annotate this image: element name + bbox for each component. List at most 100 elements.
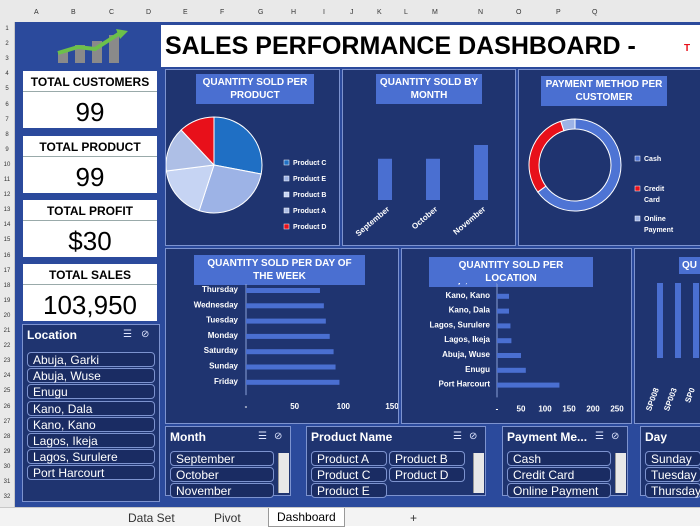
bar[interactable] — [246, 349, 334, 355]
column-letter[interactable]: F — [220, 9, 225, 16]
bar[interactable] — [246, 303, 324, 309]
row-number[interactable]: 29 — [3, 448, 11, 455]
panel-quantity-by-month[interactable]: QUANTITY SOLD BY MONTH September October N… — [342, 69, 516, 246]
slicer-scrollbar[interactable] — [278, 453, 289, 493]
slicer-item[interactable]: Credit Card — [507, 467, 611, 482]
slicer-scrollbar[interactable] — [473, 453, 484, 493]
tab-data-set[interactable]: Data Set — [128, 511, 175, 525]
pie-slice[interactable] — [560, 118, 576, 132]
slicer-item[interactable]: Product D — [389, 467, 465, 482]
row-number[interactable]: 15 — [3, 237, 11, 244]
multi-select-icon[interactable]: ☰ — [123, 329, 132, 340]
slicer-item[interactable]: Product A — [311, 451, 387, 466]
column-letter[interactable]: J — [350, 9, 354, 16]
row-number[interactable]: 28 — [3, 433, 11, 440]
row-number[interactable]: 2 — [5, 41, 9, 48]
row-number[interactable]: 10 — [3, 161, 11, 168]
bar[interactable] — [657, 283, 663, 358]
pie-slice[interactable] — [198, 164, 262, 214]
bar[interactable] — [497, 293, 509, 299]
bar[interactable] — [246, 333, 330, 339]
row-number[interactable]: 20 — [3, 312, 11, 319]
slicer-day[interactable]: Day Sunday Tuesday Thursday — [640, 426, 700, 498]
pie-slice[interactable] — [213, 116, 263, 175]
clear-filter-icon[interactable]: ⊘ — [469, 431, 478, 442]
row-number[interactable]: 8 — [5, 131, 9, 138]
row-number[interactable]: 31 — [3, 479, 11, 485]
clear-filter-icon[interactable]: ⊘ — [274, 431, 283, 442]
bar[interactable] — [497, 338, 512, 344]
column-letter[interactable]: P — [556, 9, 561, 16]
slicer-item[interactable]: Kano, Kano — [27, 416, 155, 432]
tab-dashboard[interactable]: Dashboard — [268, 508, 345, 527]
row-number[interactable]: 7 — [5, 116, 9, 123]
bar[interactable] — [693, 283, 699, 358]
bar[interactable] — [474, 145, 488, 200]
panel-payment-method[interactable]: PAYMENT METHOD PER CUSTOMER Cash Credit Ca… — [518, 69, 700, 246]
row-number[interactable]: 22 — [3, 343, 11, 350]
column-letter[interactable]: M — [432, 9, 438, 16]
slicer-item[interactable]: Online Payment — [507, 483, 611, 498]
slicer-item[interactable]: Cash — [507, 451, 611, 466]
row-number[interactable]: 23 — [3, 358, 11, 365]
slicer-item[interactable]: Port Harcourt — [27, 465, 155, 481]
row-number[interactable]: 11 — [3, 177, 11, 183]
row-number[interactable]: 9 — [5, 146, 9, 153]
row-number[interactable]: 5 — [5, 86, 9, 93]
column-letter[interactable]: A — [34, 9, 39, 16]
row-number[interactable]: 25 — [3, 388, 11, 395]
slicer-item[interactable]: Abuja, Wuse — [27, 368, 155, 384]
bar[interactable] — [497, 353, 521, 358]
row-number[interactable]: 1 — [5, 26, 9, 32]
row-number[interactable]: 21 — [3, 328, 11, 334]
column-letter[interactable]: C — [109, 9, 115, 16]
row-number[interactable]: 17 — [3, 267, 11, 274]
row-number[interactable]: 13 — [3, 207, 11, 214]
slicer-product[interactable]: Product Name ☰ ⊘ Product A Product B Produ… — [306, 426, 486, 498]
slicer-item[interactable]: Kano, Dala — [27, 400, 155, 416]
bar[interactable] — [497, 283, 508, 284]
slicer-item[interactable]: Product E — [311, 483, 387, 498]
panel-extra[interactable]: QU SP008 SP003 SP0 — [634, 248, 700, 424]
column-letter[interactable]: O — [516, 9, 522, 16]
slicer-scrollbar[interactable] — [615, 453, 626, 493]
column-letter[interactable]: Q — [592, 9, 598, 16]
bar[interactable] — [246, 318, 326, 324]
row-number[interactable]: 18 — [3, 282, 11, 289]
bar[interactable] — [675, 283, 681, 358]
panel-quantity-per-location[interactable]: QUANTITY SOLD PER LOCATION Abuja, Garki K… — [401, 248, 632, 424]
row-number[interactable]: 6 — [5, 101, 9, 108]
bar[interactable] — [497, 308, 509, 314]
row-number[interactable]: 32 — [3, 494, 11, 501]
slicer-item[interactable]: Abuja, Garki — [27, 352, 155, 367]
bar[interactable] — [378, 158, 392, 200]
multi-select-icon[interactable]: ☰ — [258, 431, 267, 442]
pie-slice[interactable] — [528, 120, 565, 193]
slicer-item[interactable]: Lagos, Surulere — [27, 449, 155, 465]
row-number[interactable]: 4 — [5, 71, 9, 78]
column-letter[interactable]: G — [258, 9, 264, 16]
column-letter[interactable]: E — [183, 9, 188, 16]
clear-filter-icon[interactable]: ⊘ — [611, 431, 620, 442]
row-number[interactable]: 26 — [3, 403, 11, 410]
slicer-item[interactable]: Product C — [311, 467, 387, 482]
slicer-item[interactable]: Lagos, Ikeja — [27, 433, 155, 448]
bar[interactable] — [497, 367, 526, 373]
bar[interactable] — [497, 323, 511, 329]
row-number[interactable]: 19 — [3, 297, 11, 304]
panel-quantity-per-day[interactable]: QUANTITY SOLD PER DAY OF THE WEEK Thursd… — [165, 248, 399, 424]
row-number[interactable]: 3 — [5, 56, 9, 63]
slicer-item[interactable]: Tuesday — [645, 467, 700, 482]
slicer-payment[interactable]: Payment Me... ☰ ⊘ Cash Credit Card Online … — [502, 426, 628, 498]
pie-slice[interactable] — [180, 116, 215, 167]
multi-select-icon[interactable]: ☰ — [595, 431, 604, 442]
row-number[interactable]: 14 — [3, 222, 11, 229]
bar[interactable] — [426, 158, 440, 200]
column-letter[interactable]: B — [71, 9, 76, 16]
slicer-month[interactable]: Month ☰ ⊘ September October November — [165, 426, 291, 498]
bar[interactable] — [246, 379, 340, 385]
slicer-location[interactable]: Location ☰ ⊘ Abuja, Garki Abuja, Wuse Enug… — [22, 324, 160, 502]
slicer-item[interactable]: Enugu — [27, 384, 155, 400]
slicer-item[interactable]: Product B — [389, 451, 465, 466]
bar[interactable] — [497, 382, 560, 388]
